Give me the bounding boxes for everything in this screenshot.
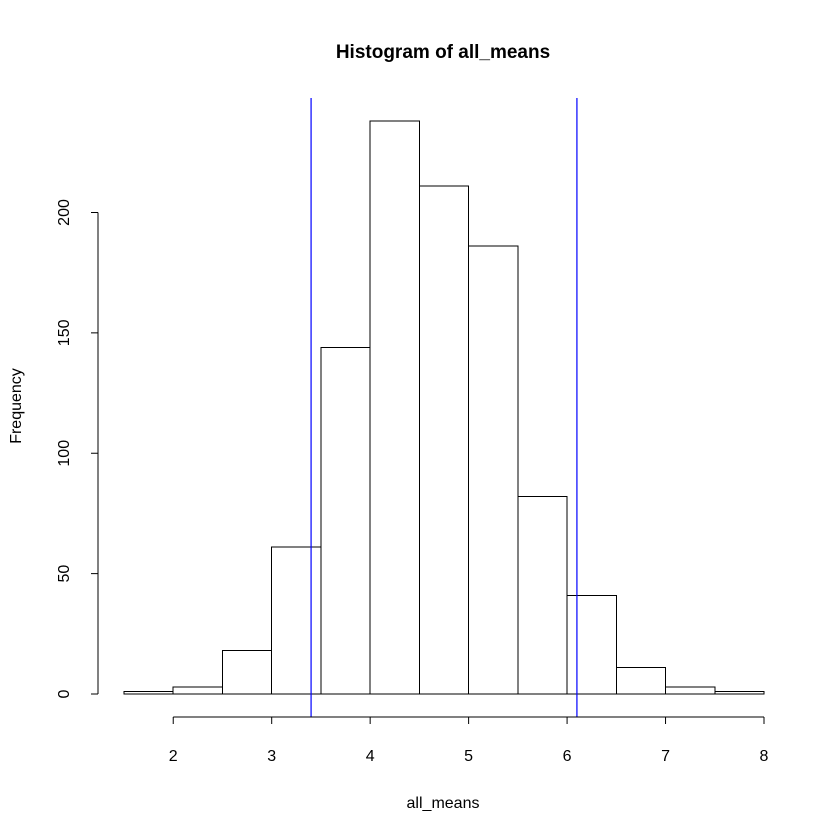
x-tick-label-1: 3 bbox=[267, 748, 276, 765]
histogram-bar-9 bbox=[566, 594, 617, 695]
y-tick-label-4: 200 bbox=[56, 199, 73, 226]
histogram-bar-2 bbox=[221, 650, 273, 695]
histogram-bar-11 bbox=[665, 686, 716, 695]
y-tick-label-0: 0 bbox=[56, 689, 73, 698]
histogram-bar-0 bbox=[123, 691, 174, 695]
histogram-bar-1 bbox=[172, 686, 223, 695]
x-tick-label-4: 6 bbox=[563, 748, 572, 765]
x-tick-label-2: 4 bbox=[366, 748, 375, 765]
y-axis: 0 50 100 150 200 bbox=[56, 199, 99, 698]
histogram-bar-12 bbox=[714, 691, 765, 695]
x-axis: 2 3 4 5 6 7 8 bbox=[169, 716, 769, 765]
x-tick-label-5: 7 bbox=[661, 748, 670, 765]
reference-lines-group bbox=[310, 98, 578, 717]
histogram-bar-3 bbox=[271, 546, 322, 695]
histogram-bar-10 bbox=[615, 667, 667, 695]
x-tick-label-6: 8 bbox=[760, 748, 769, 765]
histogram-bar-8 bbox=[517, 496, 568, 695]
histogram-bar-4 bbox=[320, 346, 371, 695]
histogram-bar-7 bbox=[468, 245, 519, 695]
y-tick-label-2: 100 bbox=[56, 440, 73, 467]
histogram-bar-6 bbox=[418, 185, 470, 695]
x-tick-label-3: 5 bbox=[464, 748, 473, 765]
y-tick-label-1: 50 bbox=[56, 565, 73, 583]
histogram-bar-5 bbox=[369, 120, 420, 695]
y-axis-title: Frequency bbox=[8, 368, 25, 444]
chart-title: Histogram of all_means bbox=[336, 42, 550, 63]
x-axis-title: all_means bbox=[407, 795, 480, 812]
x-tick-label-0: 2 bbox=[169, 748, 178, 765]
y-tick-label-3: 150 bbox=[56, 319, 73, 346]
bars-group bbox=[123, 120, 765, 695]
